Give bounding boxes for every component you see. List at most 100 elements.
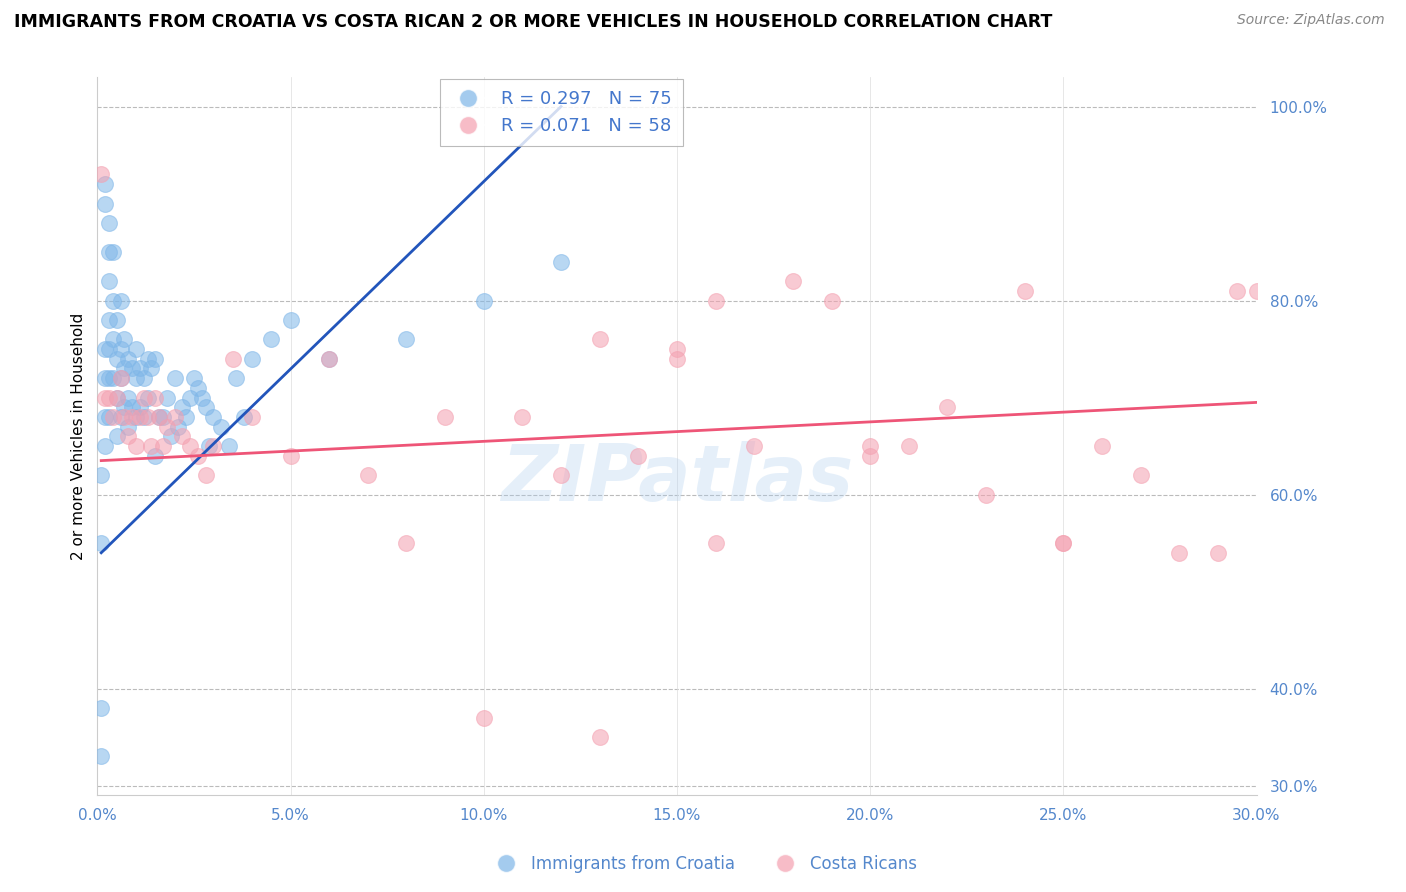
- Point: [589, 730, 612, 744]
- Point: [94, 196, 117, 211]
- Text: ZIPatlas: ZIPatlas: [501, 442, 853, 517]
- Point: [172, 429, 194, 443]
- Point: [90, 468, 112, 483]
- Point: [472, 711, 495, 725]
- Point: [101, 332, 124, 346]
- Point: [472, 293, 495, 308]
- Point: [112, 409, 135, 424]
- Point: [121, 361, 143, 376]
- Point: [132, 391, 155, 405]
- Point: [110, 342, 132, 356]
- Point: [221, 351, 243, 366]
- Point: [110, 293, 132, 308]
- Point: [820, 293, 842, 308]
- Point: [174, 409, 197, 424]
- Point: [589, 332, 612, 346]
- Point: [665, 351, 688, 366]
- Point: [1168, 546, 1191, 560]
- Point: [112, 332, 135, 346]
- Point: [97, 371, 120, 385]
- Point: [280, 313, 302, 327]
- Point: [128, 401, 150, 415]
- Point: [202, 439, 225, 453]
- Point: [172, 401, 194, 415]
- Point: [105, 429, 128, 443]
- Point: [156, 391, 179, 405]
- Point: [117, 351, 139, 366]
- Point: [936, 401, 959, 415]
- Point: [859, 449, 882, 463]
- Point: [110, 409, 132, 424]
- Point: [141, 361, 163, 376]
- Point: [395, 332, 418, 346]
- Point: [782, 274, 804, 288]
- Point: [90, 168, 112, 182]
- Point: [94, 177, 117, 191]
- Point: [125, 342, 148, 356]
- Point: [233, 409, 256, 424]
- Point: [152, 439, 174, 453]
- Point: [187, 381, 209, 395]
- Point: [179, 439, 201, 453]
- Point: [357, 468, 380, 483]
- Point: [1226, 284, 1249, 298]
- Point: [859, 439, 882, 453]
- Point: [101, 293, 124, 308]
- Point: [318, 351, 340, 366]
- Point: [97, 313, 120, 327]
- Point: [117, 419, 139, 434]
- Point: [1246, 284, 1268, 298]
- Point: [125, 371, 148, 385]
- Legend: R = 0.297   N = 75, R = 0.071   N = 58: R = 0.297 N = 75, R = 0.071 N = 58: [440, 79, 682, 146]
- Point: [152, 409, 174, 424]
- Point: [136, 351, 159, 366]
- Point: [90, 536, 112, 550]
- Point: [94, 439, 117, 453]
- Point: [167, 419, 190, 434]
- Point: [1052, 536, 1074, 550]
- Point: [512, 409, 534, 424]
- Point: [94, 409, 117, 424]
- Point: [90, 749, 112, 764]
- Point: [148, 409, 170, 424]
- Point: [117, 391, 139, 405]
- Point: [1052, 536, 1074, 550]
- Point: [105, 313, 128, 327]
- Point: [742, 439, 765, 453]
- Point: [704, 293, 727, 308]
- Point: [1091, 439, 1114, 453]
- Point: [125, 409, 148, 424]
- Point: [94, 371, 117, 385]
- Point: [105, 351, 128, 366]
- Point: [136, 409, 159, 424]
- Point: [97, 409, 120, 424]
- Point: [136, 391, 159, 405]
- Point: [318, 351, 340, 366]
- Point: [143, 449, 166, 463]
- Point: [117, 429, 139, 443]
- Point: [187, 449, 209, 463]
- Point: [240, 351, 263, 366]
- Point: [112, 401, 135, 415]
- Point: [97, 245, 120, 260]
- Point: [704, 536, 727, 550]
- Point: [974, 487, 997, 501]
- Point: [194, 468, 217, 483]
- Point: [97, 391, 120, 405]
- Point: [97, 274, 120, 288]
- Point: [202, 409, 225, 424]
- Point: [434, 409, 457, 424]
- Point: [665, 342, 688, 356]
- Point: [225, 371, 247, 385]
- Point: [627, 449, 650, 463]
- Point: [163, 371, 186, 385]
- Point: [143, 391, 166, 405]
- Point: [97, 216, 120, 230]
- Point: [1129, 468, 1152, 483]
- Point: [101, 409, 124, 424]
- Point: [121, 401, 143, 415]
- Point: [94, 342, 117, 356]
- Point: [179, 391, 201, 405]
- Text: IMMIGRANTS FROM CROATIA VS COSTA RICAN 2 OR MORE VEHICLES IN HOUSEHOLD CORRELATI: IMMIGRANTS FROM CROATIA VS COSTA RICAN 2…: [14, 13, 1053, 31]
- Point: [94, 391, 117, 405]
